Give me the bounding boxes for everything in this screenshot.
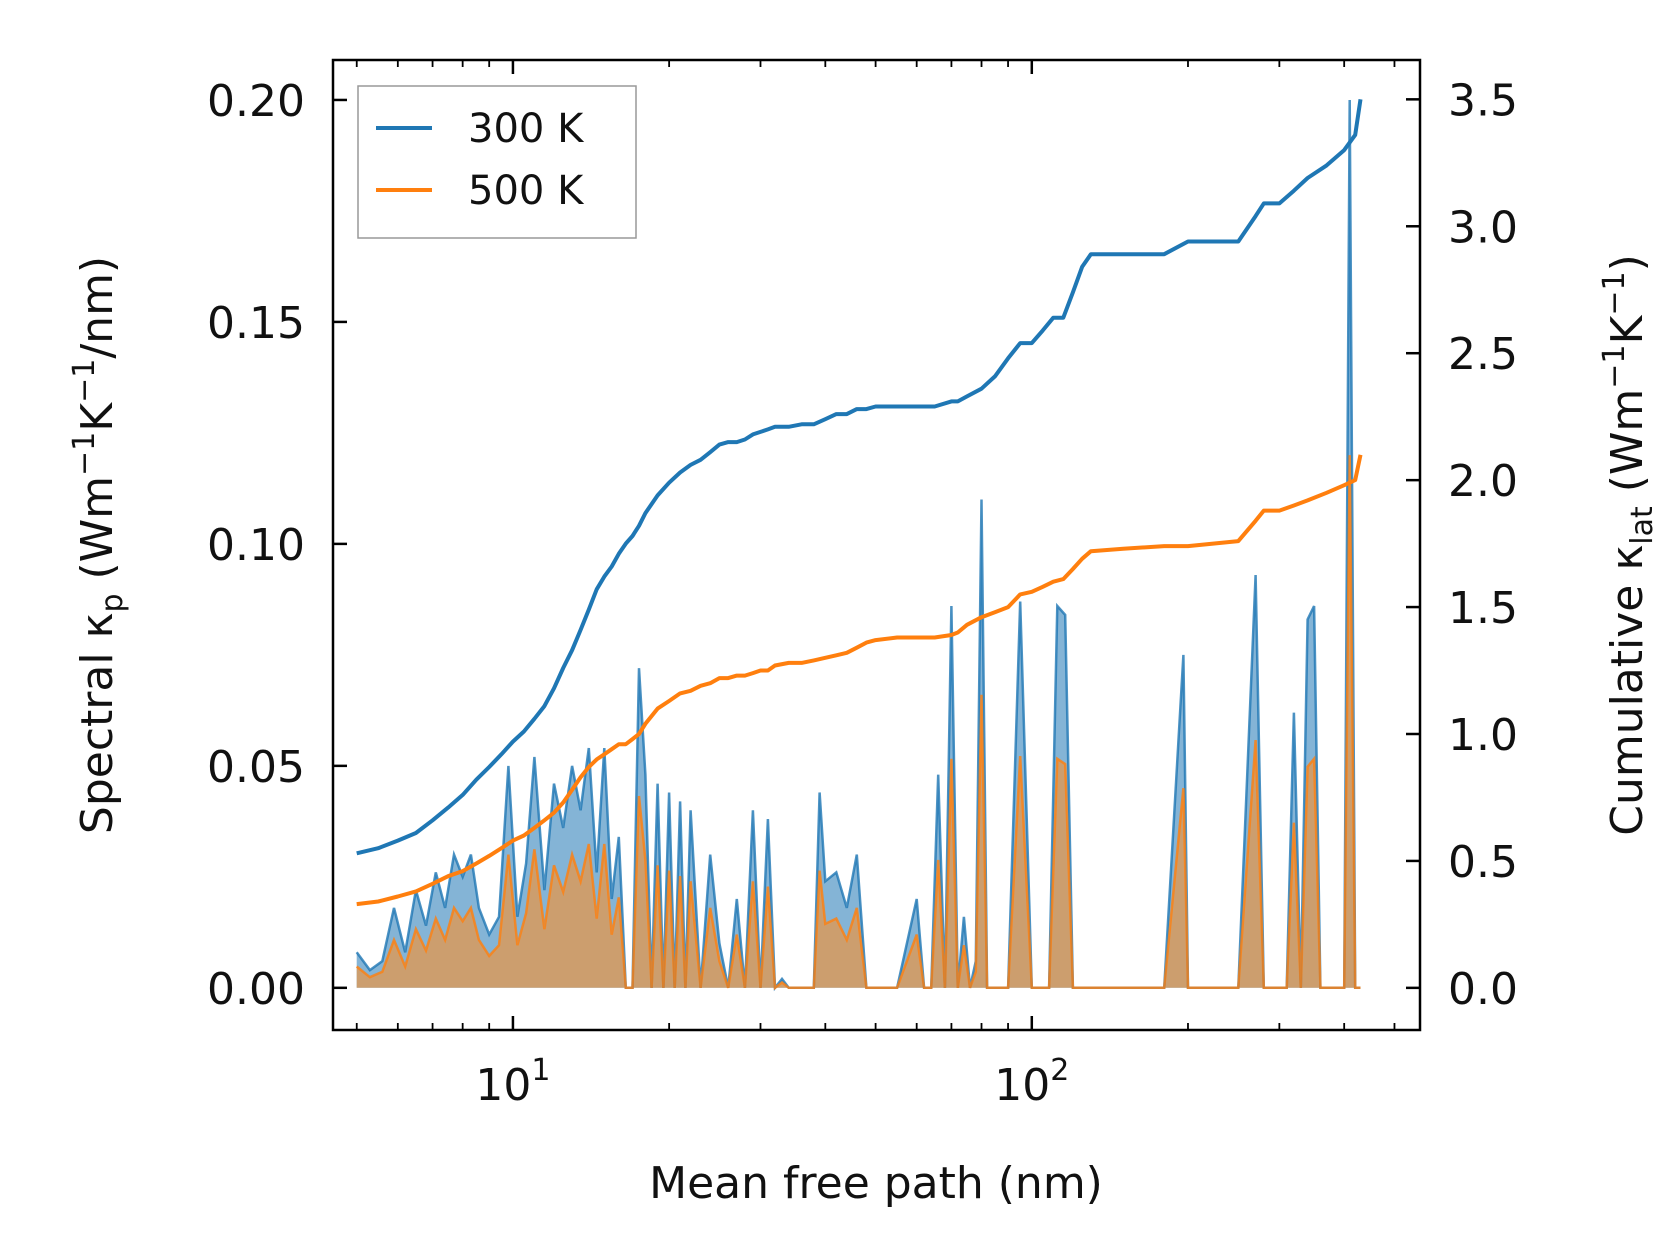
axis-ticks (333, 60, 1420, 1030)
y-left-tick-label: 0.10 (207, 520, 305, 571)
spectral-fill-500K (356, 455, 1361, 988)
y-left-tick-label: 0.00 (207, 964, 305, 1015)
series-lines (356, 99, 1363, 907)
y-right-tick-label: 2.0 (1448, 456, 1518, 507)
x-tick-label: 101 (475, 1053, 550, 1111)
tick-labels: 101 102 0.00 0.05 0.10 0.15 0.20 0.0 0.5 1.0 1.5 2.… (207, 75, 1518, 1111)
cumulative-line-300K (356, 99, 1363, 856)
legend: 300 K 500 K (357, 85, 637, 239)
y-left-tick-label: 0.05 (207, 742, 305, 793)
y-left-tick-label: 0.15 (207, 298, 305, 349)
x-tick-label: 102 (994, 1053, 1069, 1111)
left-axis-label: Spectral κp (Wm−1K−1/nm) (67, 256, 130, 834)
legend-frame (357, 85, 637, 239)
right-axis-label: Cumulative κlat (Wm−1K−1) (1597, 254, 1660, 836)
x-axis-label: Mean free path (nm) (649, 1158, 1103, 1209)
cumulative-line-500K (356, 454, 1363, 907)
y-right-tick-label: 3.0 (1448, 202, 1518, 253)
legend-label-500K: 500 K (468, 168, 585, 214)
y-right-tick-label: 3.5 (1448, 75, 1518, 126)
y-right-tick-label: 2.5 (1448, 329, 1518, 380)
spectral-fills (355, 99, 1361, 992)
y-right-tick-label: 0.0 (1448, 964, 1518, 1015)
y-left-tick-label: 0.20 (207, 76, 305, 127)
y-right-tick-label: 1.0 (1448, 710, 1518, 761)
y-right-tick-label: 1.5 (1448, 583, 1518, 634)
legend-label-300K: 300 K (468, 106, 585, 152)
spectral-line-500K (355, 455, 1361, 991)
y-right-tick-label: 0.5 (1448, 837, 1518, 888)
